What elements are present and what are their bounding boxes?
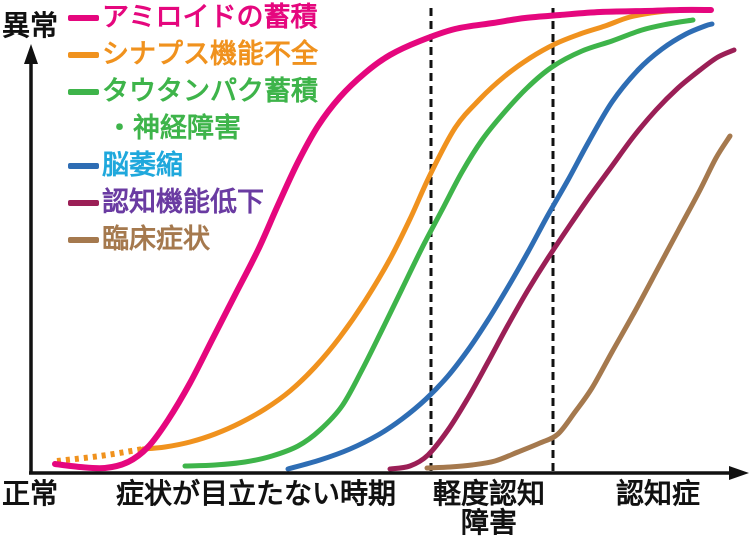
legend-label: 臨床症状 [102,224,210,254]
y-axis-label-abnormal: 異常 [2,10,59,41]
legend-item-tau: タウタンパク蓄積 [68,73,318,110]
curve-4-dotted [56,446,144,464]
legend-label: タウタンパク蓄積 [102,76,318,106]
tau-line-swatch-icon [68,88,99,95]
curve-3-solid [182,17,696,469]
curve-2-solid [285,21,715,472]
legend-item-cognition: 認知機能低下 [68,184,318,221]
stage-label-mci: 軽度認知 障害 [432,480,546,536]
legend: アミロイドの蓄積 シナプス機能不全 タウタンパク蓄積 ・神経障害 脳萎縮 認知機… [68,0,318,258]
curve-0-solid [424,133,733,471]
legend-label: アミロイドの蓄積 [102,2,318,32]
legend-label: シナプス機能不全 [102,39,318,69]
curve-1-solid [387,47,737,472]
amyloid-line-swatch-icon [68,14,99,21]
synapse-line-swatch-icon [68,51,99,58]
x-axis-arrowhead-icon [729,466,749,480]
y-axis-arrowhead-icon [24,44,38,64]
biomarker-curves [52,6,737,472]
legend-item-atrophy: 脳萎縮 [68,147,318,184]
clinical-line-swatch-icon [68,236,99,243]
axes [24,44,749,480]
legend-label: 認知機能低下 [102,187,264,217]
stage-label-preclinical: 症状が目立たない時期 [116,478,397,509]
stage-label-mci-line1: 軽度認知 [432,478,545,509]
legend-label: 脳萎縮 [102,150,183,180]
stage-label-mci-line2: 障害 [460,507,517,536]
legend-item-clinical: 臨床症状 [68,221,318,258]
legend-item-amyloid: アミロイドの蓄積 [68,0,318,36]
stage-label-dementia: 認知症 [616,478,701,509]
legend-label: ・神経障害 [106,113,241,143]
curve-6-solid [52,6,714,472]
legend-item-synapse: シナプス機能不全 [68,36,318,73]
legend-item-tau-line2: ・神経障害 [68,110,318,147]
cognition-line-swatch-icon [68,199,99,206]
curve-5-solid [140,7,706,452]
stage-label-normal: 正常 [2,478,59,509]
atrophy-line-swatch-icon [68,162,99,169]
